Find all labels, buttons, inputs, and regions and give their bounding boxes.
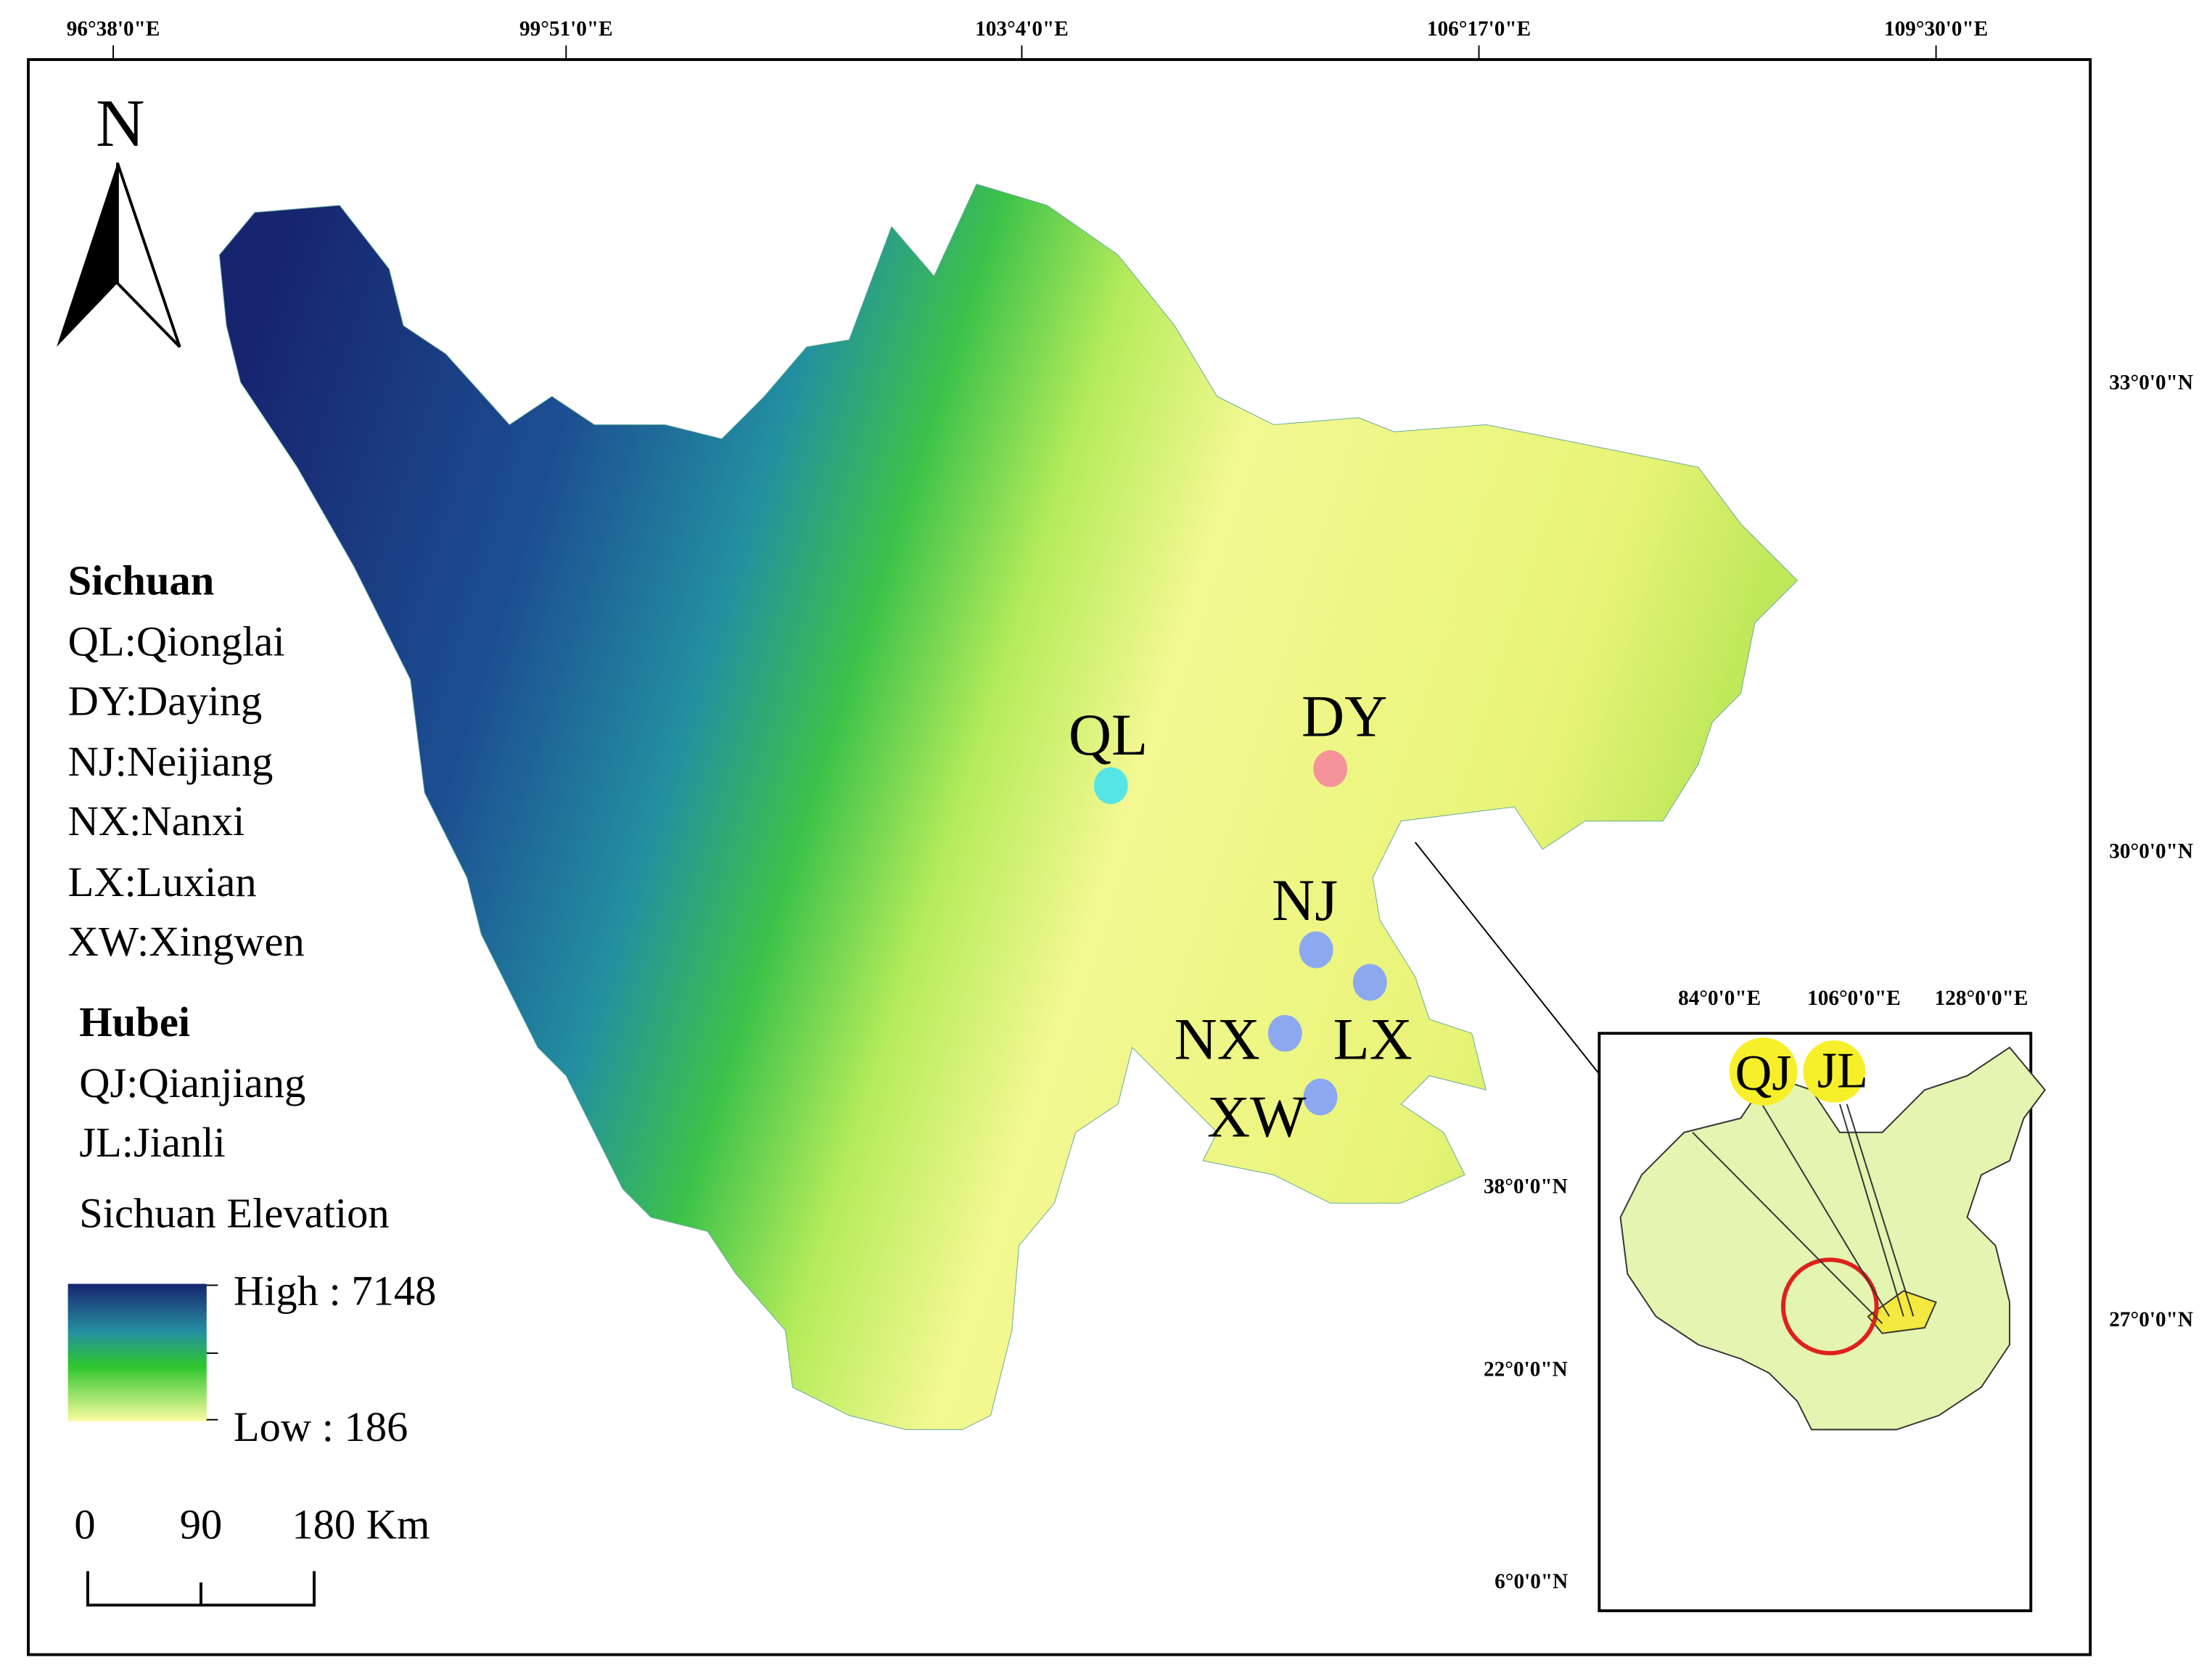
- inset-lon-label: 106°0'0"E: [1807, 987, 1901, 1010]
- inset-lon-label: 128°0'0"E: [1935, 987, 2028, 1010]
- lat-label: 30°0'0"N: [2109, 839, 2193, 863]
- legend-item: JL:Jianli: [79, 1119, 226, 1166]
- scale-label: 90: [180, 1501, 223, 1548]
- leader-line: [1761, 1104, 1891, 1317]
- elevation-high: High : 7148: [234, 1268, 437, 1315]
- north-arrow: [57, 163, 118, 348]
- inset-marker-label: JL: [1817, 1042, 1868, 1098]
- scale-bar: [86, 1571, 316, 1607]
- inset-marker: [1803, 1040, 1866, 1103]
- scale-label: 180 Km: [292, 1501, 429, 1548]
- legend-item: NJ:Neijiang: [68, 738, 274, 785]
- site-marker: [1299, 931, 1333, 969]
- site-marker: [1267, 1014, 1302, 1052]
- lon-label: 99°51'0"E: [519, 17, 613, 41]
- frame: [27, 58, 2092, 1656]
- inset-lon-label: 84°0'0"E: [1678, 987, 1761, 1010]
- inset-lat-label: 22°0'0"N: [1484, 1357, 1568, 1381]
- legend-title: Hubei: [79, 998, 190, 1046]
- legend-item: XW:Xingwen: [68, 918, 305, 965]
- leader-line: [1839, 1104, 1904, 1317]
- legend-title: Sichuan Elevation: [79, 1189, 389, 1236]
- inset-lat-label: 6°0'0"N: [1494, 1570, 1568, 1593]
- site-label: NX: [1174, 1006, 1259, 1072]
- lon-label: 106°17'0"E: [1427, 17, 1531, 41]
- leader-line: [1692, 1132, 1883, 1324]
- legend-item: LX:Luxian: [68, 858, 257, 905]
- site-label: QL: [1069, 702, 1148, 768]
- lon-label: 103°4'0"E: [975, 17, 1069, 41]
- lon-label: 96°38'0"E: [67, 17, 160, 41]
- site-label: DY: [1302, 683, 1387, 749]
- site-marker: [1313, 750, 1348, 787]
- legend-item: DY:Daying: [68, 677, 263, 724]
- inset-marker-label: QJ: [1735, 1045, 1792, 1101]
- scale-label: 0: [74, 1501, 95, 1548]
- lat-label: 27°0'0"N: [2109, 1308, 2193, 1331]
- elevation-ramp: [67, 1283, 207, 1421]
- north-arrow: [115, 162, 181, 348]
- legend-title: Sichuan: [68, 556, 215, 604]
- site-marker: [1093, 767, 1128, 805]
- site-label: LX: [1333, 1006, 1413, 1072]
- inset-lat-label: 38°0'0"N: [1484, 1175, 1568, 1199]
- site-label: XW: [1207, 1084, 1307, 1150]
- legend-item: NX:Nanxi: [68, 797, 245, 845]
- leader-line: [1846, 1104, 1915, 1317]
- north-label: N: [96, 86, 145, 161]
- china-outline: [1619, 1046, 2047, 1431]
- elevation-low: Low : 186: [234, 1403, 408, 1450]
- inset-marker: [1729, 1038, 1798, 1106]
- site-marker: [1303, 1078, 1338, 1116]
- sichuan-circle: [1781, 1257, 1879, 1355]
- sites: QL DY NJ NX LX XW: [1069, 683, 1413, 1150]
- site-label: NJ: [1272, 867, 1338, 933]
- lon-label: 109°30'0"E: [1884, 17, 1988, 41]
- legend-item: QL:Qionglai: [68, 617, 285, 665]
- sichuan-elevation: [218, 184, 1798, 1430]
- lat-label: 33°0'0"N: [2109, 371, 2193, 395]
- site-marker: [1352, 964, 1387, 1001]
- legend-item: QJ:Qianjiang: [79, 1059, 305, 1106]
